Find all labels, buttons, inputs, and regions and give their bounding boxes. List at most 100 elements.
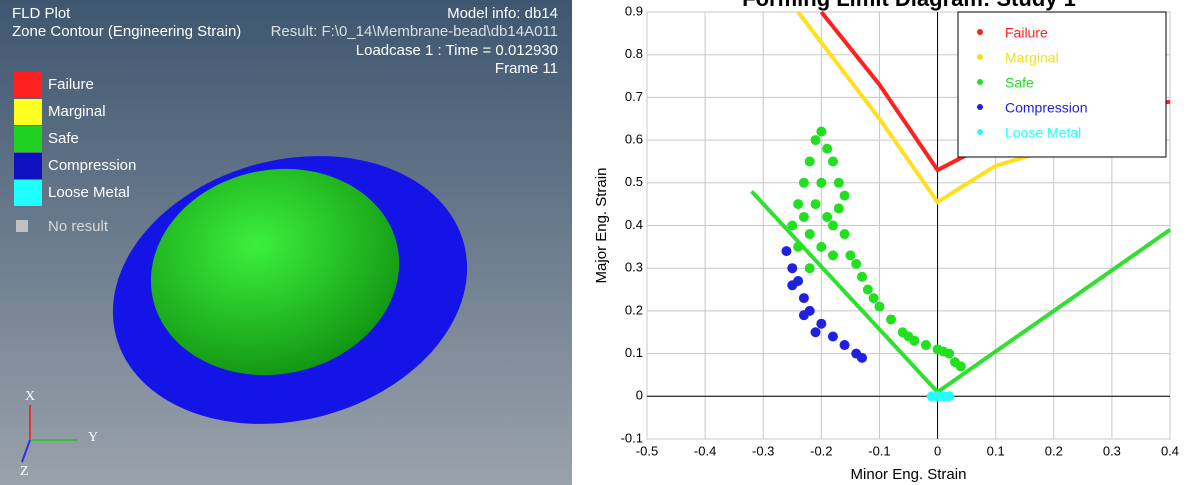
point — [793, 199, 803, 209]
point — [822, 212, 832, 222]
y-tick-label: 0.3 — [625, 260, 643, 275]
point — [921, 340, 931, 350]
legend-swatch — [16, 220, 28, 232]
point — [886, 314, 896, 324]
y-tick-label: 0.5 — [625, 174, 643, 189]
point — [816, 242, 826, 252]
legend-label: Marginal — [1005, 50, 1059, 66]
legend-label: Marginal — [48, 103, 106, 120]
legend-label: Compression — [1005, 100, 1087, 116]
point — [805, 263, 815, 273]
result: Result: F:\0_14\Membrane-bead\db14A011 — [271, 23, 558, 40]
point — [816, 127, 826, 137]
point — [904, 332, 914, 342]
point — [874, 302, 884, 312]
legend-swatch — [14, 180, 42, 206]
point — [828, 250, 838, 260]
point — [811, 327, 821, 337]
point — [793, 242, 803, 252]
legend-label: Failure — [1005, 25, 1048, 41]
x-tick-label: 0.1 — [987, 443, 1005, 458]
point — [816, 178, 826, 188]
x-tick-label: 0.4 — [1161, 443, 1179, 458]
x-tick-label: -0.1 — [868, 443, 890, 458]
legend-marker — [977, 54, 983, 60]
legend-label: Failure — [48, 76, 94, 93]
legend-label: Loose Metal — [1005, 125, 1081, 141]
y-tick-label: 0 — [636, 388, 643, 403]
point — [828, 221, 838, 231]
point — [857, 272, 867, 282]
point — [822, 144, 832, 154]
x-tick-label: 0.2 — [1045, 443, 1063, 458]
point — [799, 293, 809, 303]
point — [805, 156, 815, 166]
legend-swatch — [14, 126, 42, 152]
legend-label: Safe — [1005, 75, 1034, 91]
legend-label: Compression — [48, 157, 136, 174]
point — [845, 250, 855, 260]
y-tick-label: 0.2 — [625, 302, 643, 317]
model-info: Model info: db14 — [447, 5, 558, 22]
point — [840, 229, 850, 239]
y-tick-label: 0.9 — [625, 3, 643, 18]
y-axis-label: Major Eng. Strain — [593, 168, 610, 284]
point — [869, 293, 879, 303]
point — [816, 319, 826, 329]
legend-swatch — [14, 99, 42, 125]
legend-marker — [977, 104, 983, 110]
viewport: FLD Plot Zone Contour (Engineering Strai… — [0, 0, 572, 485]
frame: Frame 11 — [495, 60, 558, 77]
point — [828, 156, 838, 166]
point — [799, 212, 809, 222]
y-tick-label: -0.1 — [621, 430, 643, 445]
y-tick-label: 0.7 — [625, 89, 643, 104]
x-tick-label: -0.3 — [752, 443, 774, 458]
axis-label: Y — [88, 430, 98, 445]
point — [799, 178, 809, 188]
title: FLD Plot — [12, 5, 71, 22]
legend-swatch — [14, 153, 42, 179]
x-tick-label: -0.2 — [810, 443, 832, 458]
point — [851, 259, 861, 269]
point — [938, 346, 948, 356]
x-tick-label: -0.4 — [694, 443, 716, 458]
legend-swatch — [14, 72, 42, 98]
page: FLD Plot Zone Contour (Engineering Strai… — [0, 0, 1187, 485]
point — [834, 203, 844, 213]
legend-marker — [977, 79, 983, 85]
point — [840, 340, 850, 350]
axis-label: X — [25, 389, 35, 404]
point — [840, 191, 850, 201]
x-axis-label: Minor Eng. Strain — [851, 466, 967, 483]
legend-marker — [977, 29, 983, 35]
axis-label: Z — [20, 464, 29, 479]
point — [944, 391, 954, 401]
legend-marker — [977, 129, 983, 135]
point — [834, 178, 844, 188]
x-tick-label: 0.3 — [1103, 443, 1121, 458]
y-tick-label: 0.8 — [625, 46, 643, 61]
chart-title: Forming Limit Diagram: Study 1 — [742, 0, 1076, 11]
point — [811, 199, 821, 209]
legend-label: Loose Metal — [48, 184, 130, 201]
point — [799, 310, 809, 320]
point — [956, 361, 966, 371]
point — [811, 135, 821, 145]
point — [805, 229, 815, 239]
chart: Forming Limit Diagram: Study 1 -0.5 -0.4 -0… — [584, 0, 1187, 485]
point — [787, 280, 797, 290]
y-tick-label: 0.1 — [625, 345, 643, 360]
point — [863, 285, 873, 295]
loadcase: Loadcase 1 : Time = 0.012930 — [356, 42, 558, 59]
point — [828, 332, 838, 342]
point — [857, 353, 867, 363]
x-tick-label: 0 — [934, 443, 941, 458]
subtitle: Zone Contour (Engineering Strain) — [12, 23, 241, 40]
point — [787, 221, 797, 231]
point — [781, 246, 791, 256]
y-tick-label: 0.6 — [625, 132, 643, 147]
point — [787, 263, 797, 273]
x-tick-label: -0.5 — [636, 443, 658, 458]
legend-label: No result — [48, 218, 109, 235]
